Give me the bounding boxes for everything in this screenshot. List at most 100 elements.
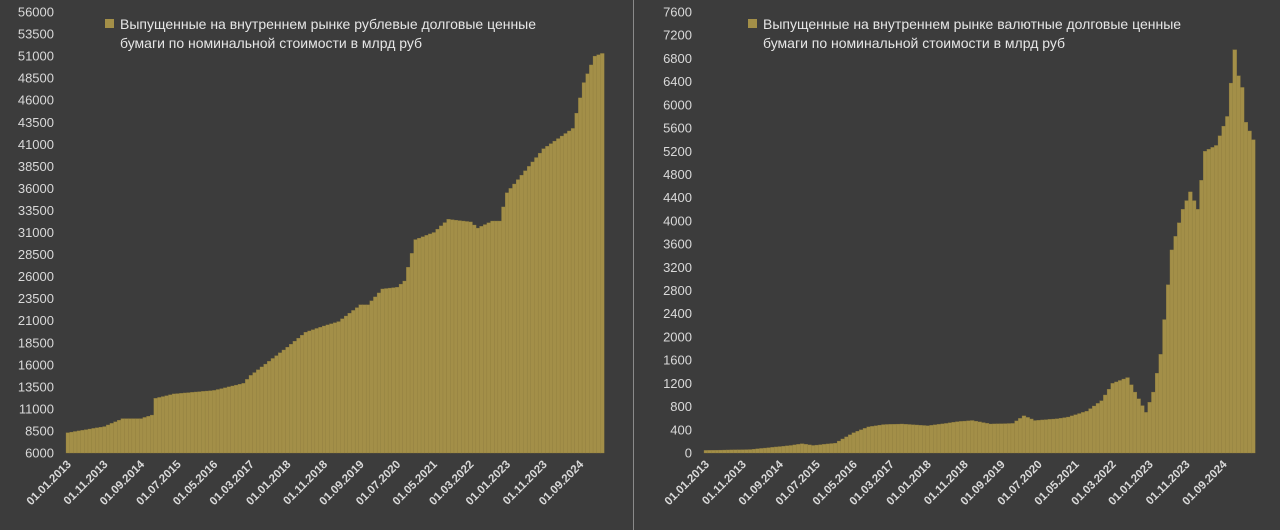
y-tick-label: 800 [670,399,692,414]
bar [146,416,151,454]
y-tick-label: 6000 [663,97,692,112]
bar [135,418,140,454]
bar [574,112,579,454]
bar [862,428,868,454]
bar [799,443,805,454]
bar [98,427,103,454]
ruble-bonds-chart-panel: 56000 53500 51000 48500 46000 43500 41000 38500… [0,0,633,530]
bar [1199,180,1204,454]
y-tick-label: 2800 [663,283,692,298]
bar [914,424,919,454]
bar [973,421,979,454]
bar [186,392,191,454]
bar [512,183,517,454]
bar [274,355,279,454]
bar [1014,420,1019,454]
y-tick-label: 56000 [18,5,54,20]
bar [391,287,396,454]
bar [80,430,85,454]
bar [1073,414,1078,454]
bar [150,414,155,454]
bar [373,296,378,454]
y-tick-label: 3600 [663,237,692,252]
bar [581,82,587,454]
bar [259,366,264,454]
bar [241,383,246,454]
bar [461,220,466,454]
bar [516,179,521,454]
bar [1180,209,1186,454]
legend-line-2: бумаги по номинальной стоимости в млрд р… [763,35,1066,51]
bar [124,418,129,454]
bar [1007,423,1012,454]
bar [318,327,323,454]
bar [589,64,594,454]
bar [707,450,712,454]
bar [1029,418,1034,454]
bar [117,420,122,454]
bar [1103,394,1108,454]
bar [369,300,374,454]
currency-bonds-chart: 7600720068006400600056005200480044004000… [663,5,1256,508]
bar [347,313,352,454]
bar [877,424,882,454]
bar [87,428,92,454]
currency-bonds-chart-panel: 7600 7200 6800 6400 6000 5600 5200 4800 4400 4000… [634,0,1280,530]
bar [1217,135,1223,454]
bar [814,444,819,454]
y-tick-label: 7200 [663,28,692,43]
y-tick-label: 16000 [18,357,54,372]
y-tick-label: 3200 [663,260,692,275]
bar [406,267,411,454]
bar [966,420,971,454]
bar [530,161,535,454]
bar [226,386,232,454]
bar [1236,75,1241,454]
bar [161,396,166,454]
bar [1158,354,1163,454]
bar [592,55,598,454]
bar-series [703,49,1256,454]
bar [380,288,385,454]
bar [977,421,982,454]
bar [292,341,297,454]
bar [559,135,565,454]
bar [933,424,938,454]
bar [556,138,561,454]
bar [829,443,834,454]
bar [413,239,418,454]
bar [1081,412,1086,454]
bar [885,424,890,454]
bar [376,292,382,454]
bar [120,418,125,454]
bar [718,449,723,454]
bar [1077,413,1082,454]
bar [870,426,875,454]
bar [329,323,334,454]
bar [387,287,393,454]
bar [534,157,539,454]
bar [362,304,367,454]
bar [95,427,100,454]
chart-legend: Выпущенные на внутреннем рынке рублевые … [105,15,536,53]
y-tick-label: 33500 [18,203,54,218]
bar [475,227,480,454]
bar [526,166,532,454]
bar [523,170,528,454]
bar [807,444,812,454]
bar [464,221,469,454]
bar [201,391,206,454]
bar [578,97,583,454]
bar [1188,191,1193,454]
bar [851,432,856,454]
bar [175,393,180,454]
bar [792,444,797,454]
bar [1003,423,1008,454]
bar [1225,116,1230,454]
bar [289,344,294,454]
bar [1228,82,1234,454]
bar [1125,377,1130,454]
bar [548,143,554,454]
bar [439,225,444,454]
bar [1040,419,1045,454]
